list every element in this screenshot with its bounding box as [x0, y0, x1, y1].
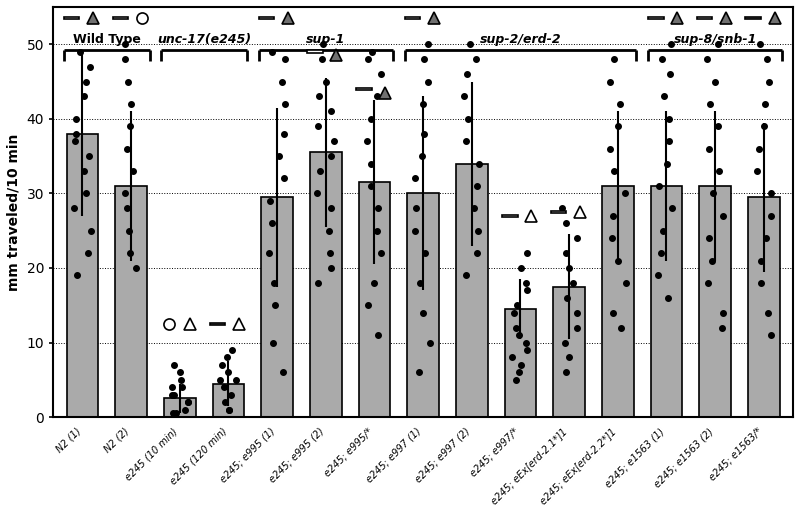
FancyBboxPatch shape — [113, 17, 128, 19]
Bar — [602, 186, 634, 417]
Bar — [66, 134, 98, 417]
Y-axis label: mm traveled/10 min: mm traveled/10 min — [7, 133, 21, 291]
Bar — [407, 193, 439, 417]
FancyBboxPatch shape — [550, 211, 566, 213]
FancyBboxPatch shape — [697, 17, 712, 19]
Text: sup-1: sup-1 — [306, 33, 346, 46]
FancyBboxPatch shape — [307, 50, 323, 53]
Text: unc-17(e245): unc-17(e245) — [157, 33, 251, 46]
FancyBboxPatch shape — [502, 214, 518, 217]
Text: sup-8/snb-1: sup-8/snb-1 — [674, 33, 757, 46]
FancyBboxPatch shape — [210, 323, 226, 325]
FancyBboxPatch shape — [64, 17, 79, 19]
Text: sup-2/erd-2: sup-2/erd-2 — [480, 33, 562, 46]
Bar — [699, 186, 731, 417]
FancyBboxPatch shape — [258, 17, 274, 19]
Bar — [262, 197, 293, 417]
Bar — [310, 152, 342, 417]
Bar — [358, 182, 390, 417]
Bar — [554, 287, 585, 417]
Text: Wild Type: Wild Type — [73, 33, 141, 46]
Bar — [650, 186, 682, 417]
Bar — [213, 384, 244, 417]
Bar — [164, 399, 195, 417]
Bar — [505, 309, 536, 417]
Bar — [456, 164, 488, 417]
FancyBboxPatch shape — [356, 88, 371, 90]
FancyBboxPatch shape — [648, 17, 663, 19]
Bar — [748, 197, 780, 417]
Bar — [115, 186, 147, 417]
FancyBboxPatch shape — [405, 17, 420, 19]
FancyBboxPatch shape — [746, 17, 761, 19]
